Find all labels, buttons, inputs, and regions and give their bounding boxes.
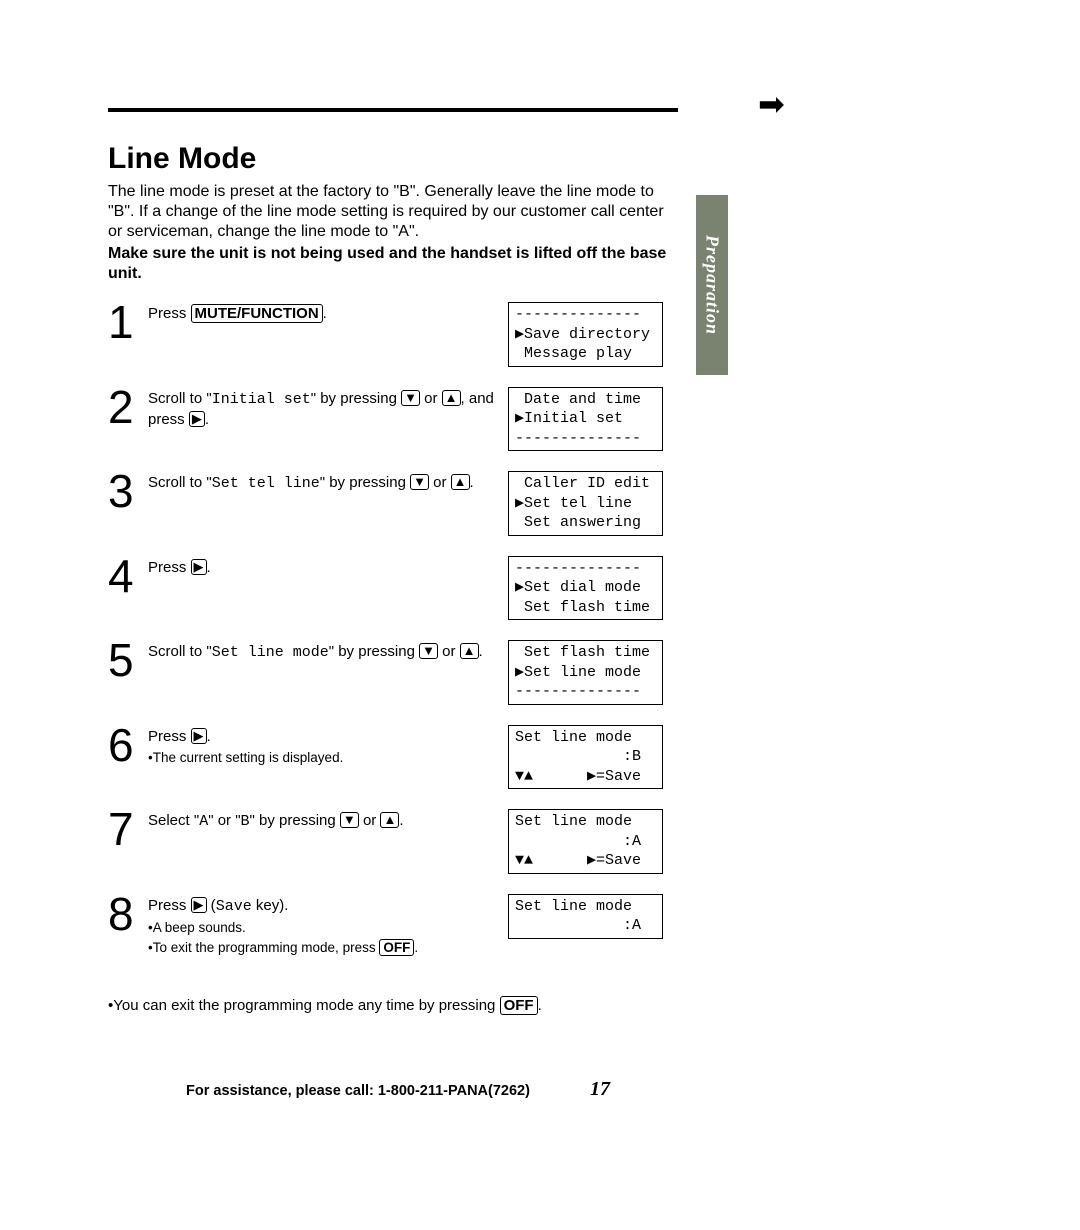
intro-text: The line mode is preset at the factory t…	[108, 182, 668, 242]
down-arrow-key-icon: ▼	[410, 474, 429, 490]
lcd-display: -------------- ▶Save directory Message p…	[508, 302, 663, 367]
text: key).	[252, 897, 289, 914]
text: Press	[148, 728, 191, 745]
text: Scroll to "	[148, 643, 212, 660]
step-number: 6	[108, 725, 148, 766]
text: or	[420, 390, 442, 407]
text: Press	[148, 897, 191, 914]
page-title: Line Mode	[108, 142, 708, 176]
step-body: Press ▶.	[148, 556, 498, 578]
top-rule	[108, 108, 678, 112]
text: .	[323, 305, 327, 322]
up-arrow-key-icon: ▲	[451, 474, 470, 490]
text: Press	[148, 559, 191, 576]
steps-list: 1 Press MUTE/FUNCTION. -------------- ▶S…	[108, 302, 708, 957]
step-8: 8 Press ▶ (Save key). •A beep sounds. •T…	[108, 894, 708, 958]
step-5: 5 Scroll to "Set line mode" by pressing …	[108, 640, 708, 705]
page-number: 17	[590, 1078, 610, 1101]
text: or	[359, 812, 381, 829]
text: Scroll to "	[148, 474, 212, 491]
down-arrow-key-icon: ▼	[340, 812, 359, 828]
text: " by pressing	[311, 390, 401, 407]
step-number: 3	[108, 471, 148, 512]
menu-item: Set tel line	[212, 475, 320, 492]
text: .	[538, 997, 542, 1014]
off-key: OFF	[500, 996, 538, 1015]
step-number: 5	[108, 640, 148, 681]
lcd-display: Set line mode :A	[508, 894, 663, 939]
step-body: Select "A" or "B" by pressing ▼ or ▲.	[148, 809, 498, 832]
down-arrow-key-icon: ▼	[401, 390, 420, 406]
right-arrow-key-icon: ▶	[191, 897, 207, 913]
step-number: 4	[108, 556, 148, 597]
section-tab: Preparation	[696, 195, 728, 375]
step-number: 8	[108, 894, 148, 935]
text: •You can exit the programming mode any t…	[108, 997, 500, 1014]
text: .	[207, 559, 211, 576]
text: •To exit the programming mode, press	[148, 940, 379, 955]
text: .	[207, 728, 211, 745]
page-footer: For assistance, please call: 1-800-211-P…	[108, 1078, 688, 1101]
step-body: Press ▶. •The current setting is display…	[148, 725, 498, 767]
text: Press	[148, 305, 191, 322]
lcd-display: -------------- ▶Set dial mode Set flash …	[508, 556, 663, 621]
save-key-label: Save	[216, 898, 252, 915]
down-arrow-key-icon: ▼	[419, 643, 438, 659]
menu-item: Set line mode	[212, 644, 329, 661]
sub-note: •The current setting is displayed.	[148, 749, 498, 767]
step-4: 4 Press ▶. -------------- ▶Set dial mode…	[108, 556, 708, 621]
option-b: B	[241, 813, 250, 830]
option-a: A	[199, 813, 208, 830]
right-arrow-key-icon: ▶	[189, 411, 205, 427]
step-body: Scroll to "Set line mode" by pressing ▼ …	[148, 640, 498, 663]
text: " by pressing	[329, 643, 419, 660]
lcd-display: Set line mode :A ▼▲ ▶=Save	[508, 809, 663, 874]
text: Select "	[148, 812, 199, 829]
right-arrow-key-icon: ▶	[191, 559, 207, 575]
text: " by pressing	[250, 812, 340, 829]
step-body: Press MUTE/FUNCTION.	[148, 302, 498, 324]
text: .	[470, 474, 474, 491]
step-number: 7	[108, 809, 148, 850]
text: .	[399, 812, 403, 829]
lcd-display: Caller ID edit ▶Set tel line Set answeri…	[508, 471, 663, 536]
text: .	[479, 643, 483, 660]
up-arrow-key-icon: ▲	[380, 812, 399, 828]
continue-arrow-icon: ➡	[758, 88, 785, 120]
section-tab-label: Preparation	[702, 235, 723, 335]
step-2: 2 Scroll to "Initial set" by pressing ▼ …	[108, 387, 708, 452]
step-6: 6 Press ▶. •The current setting is displ…	[108, 725, 708, 790]
text: or	[438, 643, 460, 660]
manual-page: ➡ Line Mode The line mode is preset at t…	[108, 108, 708, 1029]
intro-warning: Make sure the unit is not being used and…	[108, 244, 678, 284]
lcd-display: Set flash time ▶Set line mode ----------…	[508, 640, 663, 705]
step-1: 1 Press MUTE/FUNCTION. -------------- ▶S…	[108, 302, 708, 367]
off-key: OFF	[379, 939, 414, 956]
assistance-phone: For assistance, please call: 1-800-211-P…	[186, 1083, 530, 1099]
sub-note: •To exit the programming mode, press OFF…	[148, 939, 498, 957]
step-body: Scroll to "Initial set" by pressing ▼ or…	[148, 387, 498, 431]
step-3: 3 Scroll to "Set tel line" by pressing ▼…	[108, 471, 708, 536]
step-body: Scroll to "Set tel line" by pressing ▼ o…	[148, 471, 498, 494]
lcd-display: Date and time ▶Initial set -------------…	[508, 387, 663, 452]
up-arrow-key-icon: ▲	[460, 643, 479, 659]
right-arrow-key-icon: ▶	[191, 728, 207, 744]
text: " or "	[208, 812, 240, 829]
exit-footnote: •You can exit the programming mode any t…	[108, 997, 708, 1014]
step-number: 2	[108, 387, 148, 428]
text: .	[205, 411, 209, 428]
text: or	[429, 474, 451, 491]
sub-note: •A beep sounds.	[148, 919, 498, 937]
mute-function-key: MUTE/FUNCTION	[191, 304, 323, 323]
lcd-display: Set line mode :B ▼▲ ▶=Save	[508, 725, 663, 790]
step-body: Press ▶ (Save key). •A beep sounds. •To …	[148, 894, 498, 958]
menu-item: Initial set	[212, 391, 311, 408]
step-number: 1	[108, 302, 148, 343]
text: .	[414, 940, 418, 955]
step-7: 7 Select "A" or "B" by pressing ▼ or ▲. …	[108, 809, 708, 874]
text: " by pressing	[320, 474, 410, 491]
text: Scroll to "	[148, 390, 212, 407]
text: (	[207, 897, 216, 914]
up-arrow-key-icon: ▲	[442, 390, 461, 406]
